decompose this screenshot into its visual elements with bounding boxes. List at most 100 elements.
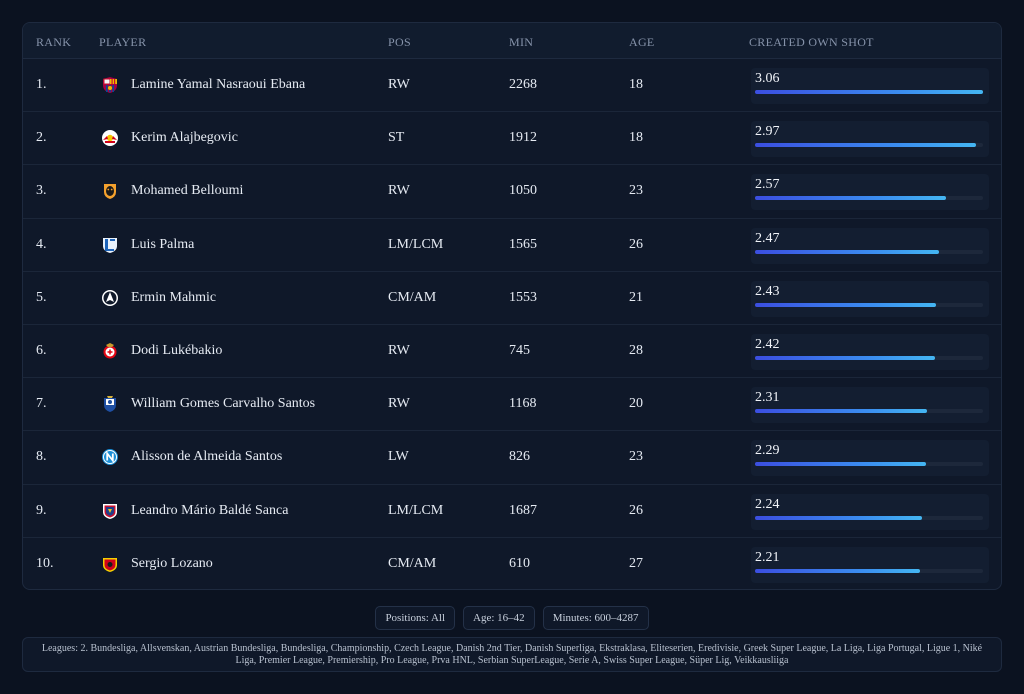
position-cell: RW [388, 343, 410, 359]
table-row[interactable]: 2. Kerim Alajbegovic ST 1912 18 2.97 [23, 112, 1001, 166]
header-age[interactable]: AGE [629, 35, 655, 49]
stat-value: 2.31 [755, 390, 780, 406]
player-cell[interactable]: Lamine Yamal Nasraoui Ebana [99, 76, 305, 94]
hull-city-crest-icon [101, 182, 119, 200]
age-cell: 26 [629, 236, 643, 252]
rank-cell: 10. [36, 556, 54, 572]
stat-value: 2.42 [755, 336, 780, 352]
player-name[interactable]: Dodi Lukébakio [131, 343, 223, 359]
age-cell: 20 [629, 396, 643, 412]
stat-bar-track [755, 302, 983, 307]
positions-filter-chip[interactable]: Positions: All [375, 606, 456, 630]
header-created-own-shot[interactable]: CREATED OWN SHOT [749, 35, 874, 49]
player-cell[interactable]: Kerim Alajbegovic [99, 129, 238, 147]
table-row[interactable]: 6. Dodi Lukébakio RW 745 28 2.42 [23, 325, 1001, 379]
stat-bar-fill [755, 568, 920, 573]
age-cell: 18 [629, 77, 643, 93]
stat-bar-track [755, 568, 983, 573]
created-own-shot-cell: 2.97 [751, 121, 989, 158]
player-cell[interactable]: Luis Palma [99, 236, 194, 254]
leagues-note: Leagues: 2. Bundesliga, Allsvenskan, Aus… [22, 637, 1002, 672]
table-header: RANK PLAYER POS MIN AGE CREATED OWN SHOT [23, 23, 1001, 59]
stat-bar-fill [755, 249, 940, 254]
player-name[interactable]: Luis Palma [131, 236, 195, 252]
header-player[interactable]: PLAYER [99, 35, 147, 49]
rank-cell: 7. [36, 396, 47, 412]
created-own-shot-cell: 2.24 [751, 493, 989, 530]
player-name[interactable]: Ermin Mahmic [131, 289, 217, 305]
stat-bar-fill [755, 90, 983, 94]
stat-bar-fill [755, 515, 922, 520]
stat-value: 2.21 [755, 549, 780, 565]
position-cell: RW [388, 396, 410, 412]
stat-bar-track [755, 90, 983, 94]
player-name[interactable]: Kerim Alajbegovic [131, 130, 238, 146]
stat-bar-fill [755, 302, 937, 307]
stat-value: 2.47 [755, 230, 780, 246]
age-filter-chip[interactable]: Age: 16–42 [463, 606, 535, 630]
stat-bar-track [755, 462, 983, 467]
player-name[interactable]: Mohamed Belloumi [131, 183, 244, 199]
ranking-table: RANK PLAYER POS MIN AGE CREATED OWN SHOT… [22, 22, 1002, 590]
stat-bar-track [755, 409, 983, 414]
table-body: 1. Lamine Yamal Nasraoui Ebana RW 2268 1… [23, 59, 1001, 589]
rank-cell: 9. [36, 502, 47, 518]
player-cell[interactable]: Ermin Mahmic [99, 289, 216, 307]
position-cell: LM/LCM [388, 236, 444, 252]
jagiellonia-crest-icon [101, 555, 119, 573]
header-pos[interactable]: POS [388, 35, 411, 49]
stat-value: 2.43 [755, 283, 780, 299]
position-cell: ST [388, 130, 405, 146]
player-name[interactable]: Alisson de Almeida Santos [131, 449, 283, 465]
table-row[interactable]: 9. Leandro Mário Baldé Sanca LM/LCM 1687… [23, 485, 1001, 538]
player-cell[interactable]: Dodi Lukébakio [99, 342, 222, 360]
table-row[interactable]: 8. Alisson de Almeida Santos LW 826 23 2… [23, 431, 1001, 485]
minutes-filter-chip[interactable]: Minutes: 600–4287 [542, 606, 649, 630]
minutes-cell: 745 [509, 343, 530, 359]
player-cell[interactable]: Leandro Mário Baldé Sanca [99, 502, 288, 520]
age-cell: 26 [629, 502, 643, 518]
player-cell[interactable]: Mohamed Belloumi [99, 182, 243, 200]
minutes-cell: 1912 [509, 130, 537, 146]
stat-bar-track [755, 249, 983, 254]
position-cell: CM/AM [388, 556, 437, 572]
stat-value: 2.57 [755, 177, 780, 193]
stat-bar-fill [755, 196, 947, 201]
stat-value: 2.29 [755, 443, 780, 459]
stat-bar-track [755, 515, 983, 520]
position-cell: CM/AM [388, 289, 437, 305]
header-min[interactable]: MIN [509, 35, 534, 49]
slovan-liberec-crest-icon [101, 289, 119, 307]
table-row[interactable]: 7. William Gomes Carvalho Santos RW 1168… [23, 378, 1001, 432]
player-cell[interactable]: William Gomes Carvalho Santos [99, 395, 315, 413]
player-name[interactable]: Leandro Mário Baldé Sanca [131, 502, 289, 518]
age-cell: 18 [629, 130, 643, 146]
created-own-shot-cell: 2.47 [751, 227, 989, 264]
header-rank[interactable]: RANK [36, 35, 72, 49]
player-cell[interactable]: Sergio Lozano [99, 555, 213, 573]
stat-bar-fill [755, 409, 928, 414]
salzburg-crest-icon [101, 129, 119, 147]
table-row[interactable]: 4. Luis Palma LM/LCM 1565 26 2.47 [23, 219, 1001, 272]
rank-cell: 3. [36, 183, 47, 199]
player-name[interactable]: William Gomes Carvalho Santos [131, 396, 316, 412]
stat-bar-track [755, 196, 983, 201]
stat-bar-track [755, 143, 983, 148]
player-cell[interactable]: Alisson de Almeida Santos [99, 448, 282, 466]
created-own-shot-cell: 3.06 [751, 68, 989, 104]
minutes-cell: 1687 [509, 502, 537, 518]
age-cell: 28 [629, 343, 643, 359]
age-cell: 21 [629, 289, 643, 305]
table-row[interactable]: 3. Mohamed Belloumi RW 1050 23 2.57 [23, 165, 1001, 219]
porto-crest-icon [101, 395, 119, 413]
stat-bar-track [755, 355, 983, 360]
player-name[interactable]: Sergio Lozano [131, 556, 213, 572]
rank-cell: 6. [36, 343, 47, 359]
table-row[interactable]: 5. Ermin Mahmic CM/AM 1553 21 2.43 [23, 272, 1001, 325]
table-row[interactable]: 10. Sergio Lozano CM/AM 610 27 2.21 [23, 538, 1001, 589]
table-row[interactable]: 1. Lamine Yamal Nasraoui Ebana RW 2268 1… [23, 59, 1001, 113]
lech-poznan-crest-icon [101, 236, 119, 254]
rank-cell: 2. [36, 130, 47, 146]
player-name[interactable]: Lamine Yamal Nasraoui Ebana [131, 77, 306, 93]
stat-value: 2.97 [755, 124, 780, 140]
